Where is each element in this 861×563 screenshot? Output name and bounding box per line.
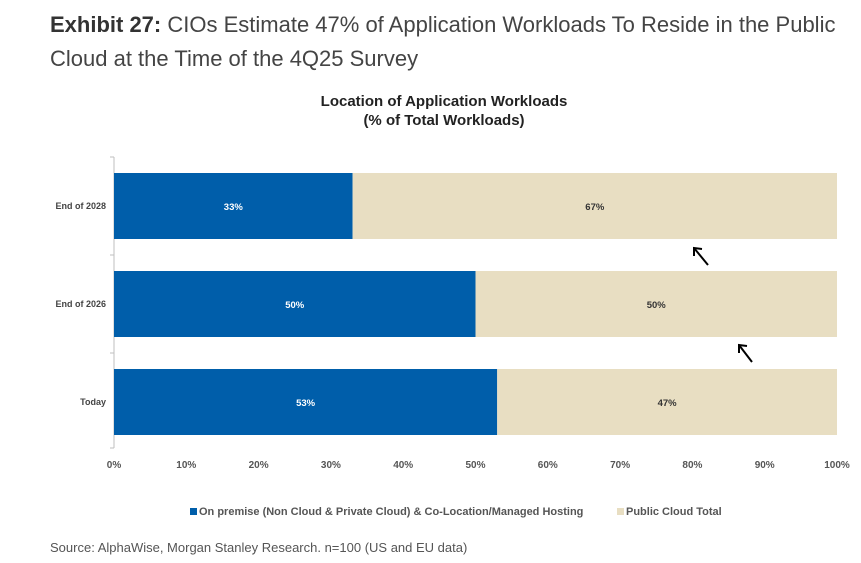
x-tick-label: 0% <box>107 460 122 471</box>
category-label: Today <box>80 397 106 407</box>
data-label: 50% <box>647 300 667 311</box>
bar-on-premise <box>114 271 476 337</box>
legend-item-public-cloud: Public Cloud Total <box>617 506 722 518</box>
exhibit-headline: CIOs Estimate 47% of Application Workloa… <box>50 12 836 71</box>
x-tick-label: 80% <box>682 460 702 471</box>
x-tick-label: 70% <box>610 460 630 471</box>
stacked-bar-chart: Location of Application Workloads (% of … <box>55 93 850 471</box>
bar-public-cloud <box>497 369 837 435</box>
exhibit-heading: Exhibit 27: CIOs Estimate 47% of Applica… <box>50 8 850 76</box>
x-tick-label: 30% <box>321 460 341 471</box>
legend-item-on-premise: On premise (Non Cloud & Private Cloud) &… <box>190 506 583 518</box>
x-tick-label: 10% <box>176 460 196 471</box>
legend-label-public-cloud: Public Cloud Total <box>626 506 722 518</box>
x-tick-label: 60% <box>538 460 558 471</box>
exhibit-label: Exhibit 27: <box>50 12 162 37</box>
x-tick-label: 50% <box>465 460 485 471</box>
chart-subtitle: (% of Total Workloads) <box>363 112 524 129</box>
data-label: 53% <box>296 398 316 409</box>
x-tick-label: 90% <box>755 460 775 471</box>
annotation-arrows <box>693 246 753 363</box>
bar-on-premise <box>114 369 498 435</box>
category-label: End of 2028 <box>55 201 106 211</box>
bar-on-premise <box>114 173 353 239</box>
data-label: 67% <box>585 202 605 213</box>
legend-swatch-on-premise <box>190 508 197 515</box>
arrow-annotation <box>738 343 753 363</box>
data-label: 33% <box>224 202 244 213</box>
legend-label-on-premise: On premise (Non Cloud & Private Cloud) &… <box>199 506 584 518</box>
bar-public-cloud <box>475 271 837 337</box>
data-label: 50% <box>285 300 305 311</box>
x-tick-label: 100% <box>824 460 850 471</box>
arrow-annotation <box>693 246 709 266</box>
x-tick-label: 20% <box>249 460 269 471</box>
source-note: Source: AlphaWise, Morgan Stanley Resear… <box>50 540 468 555</box>
data-label: 47% <box>658 398 678 409</box>
x-tick-label: 40% <box>393 460 413 471</box>
legend-swatch-public-cloud <box>617 508 624 515</box>
category-label: End of 2026 <box>55 299 106 309</box>
plot-area: End of 2028 33% 67% End of 2026 50% 50% Today 5… <box>55 156 850 471</box>
bar-public-cloud <box>352 173 837 239</box>
chart-title: Location of Application Workloads <box>321 93 568 110</box>
